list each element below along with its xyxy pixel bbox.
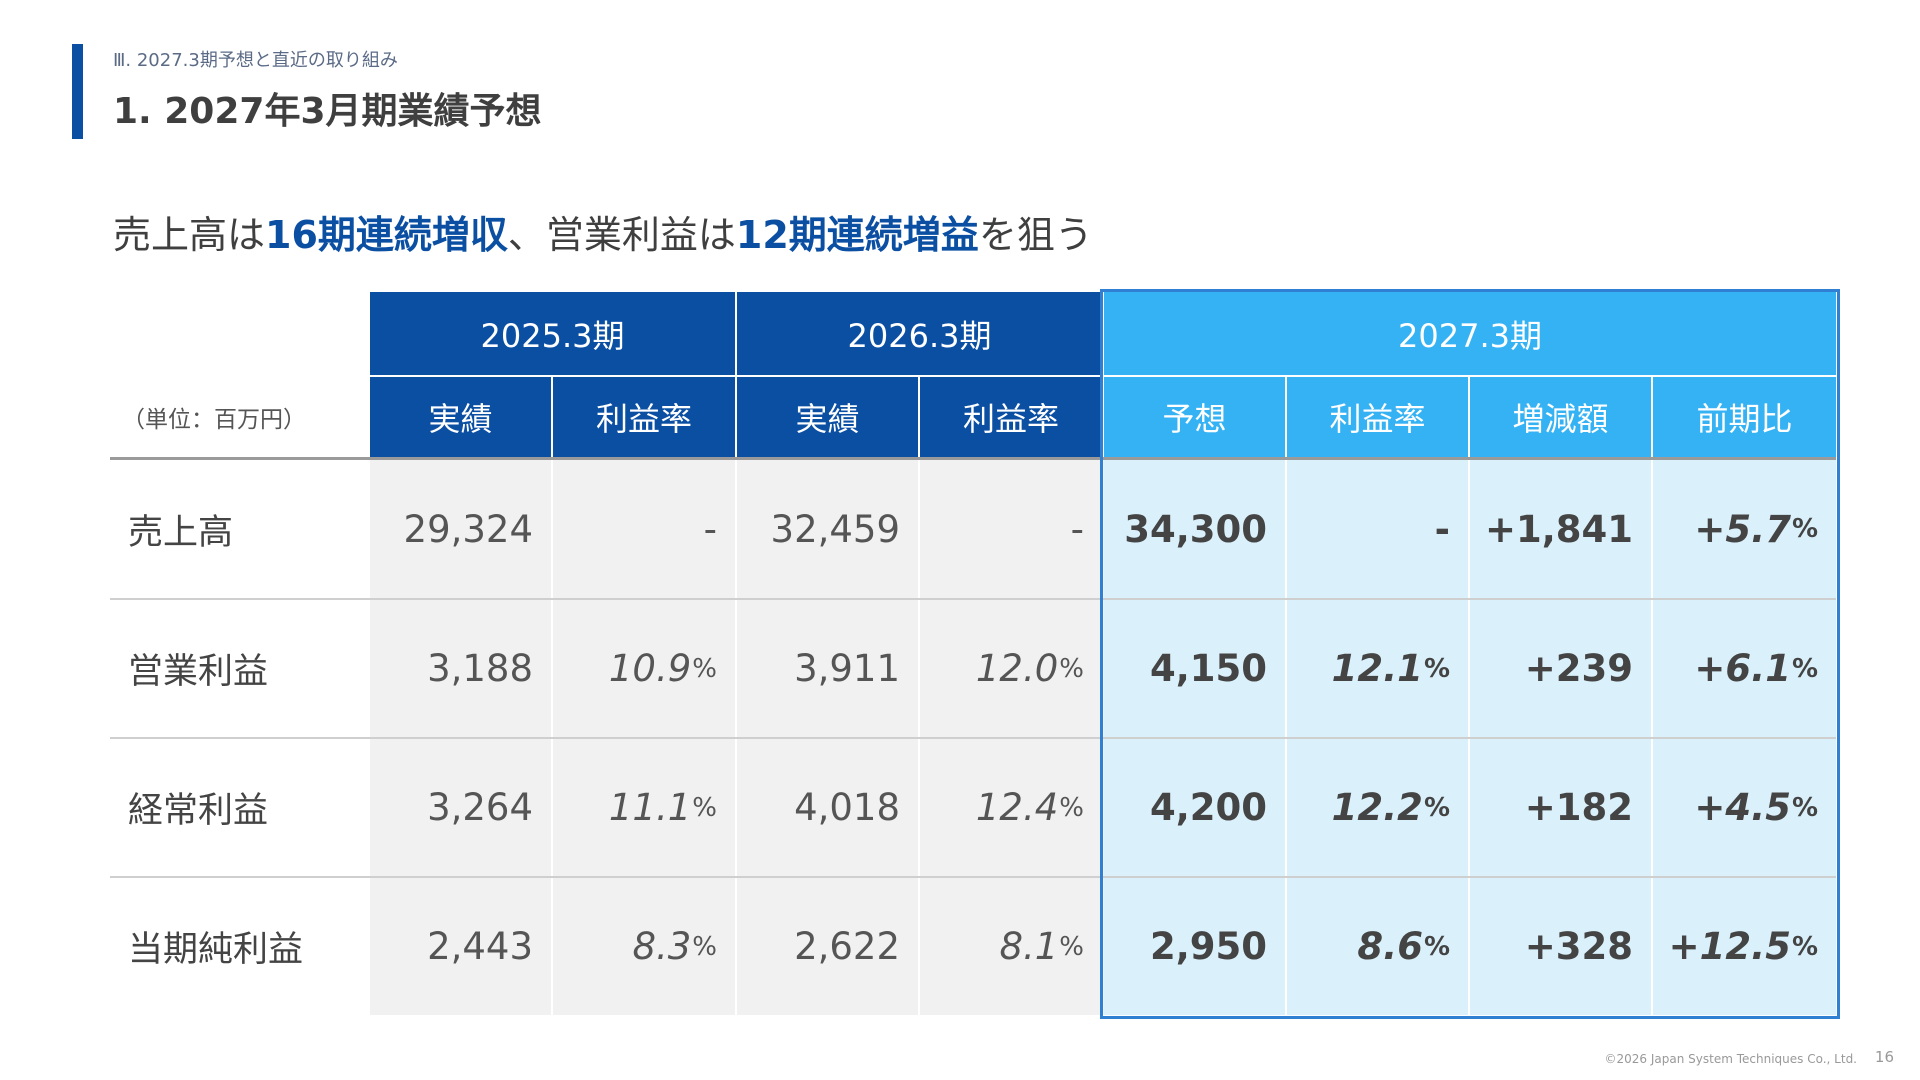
headline-emphasis-1: 16期連続増収: [265, 213, 508, 257]
subheader-margin-2025: 利益率: [553, 377, 735, 457]
row-label-operating-profit: 営業利益: [128, 652, 269, 692]
headline-text-2: 、営業利益は: [507, 213, 736, 257]
sales-2027-forecast: 34,300: [1124, 507, 1267, 551]
operating-profit-2026-actual: 3,911: [794, 647, 900, 690]
percent-sign: %: [692, 653, 717, 684]
subheader-actual-2025: 実績: [370, 377, 551, 457]
ordinary-profit-2027-margin-value: 12.2: [1331, 786, 1423, 829]
ordinary-profit-2025-margin-value: 11.1: [608, 786, 692, 829]
operating-profit-yoy-value: +6.1: [1694, 647, 1791, 690]
row-divider: [110, 737, 1836, 739]
subheader-margin-2027: 利益率: [1287, 377, 1468, 457]
percent-sign: %: [1791, 653, 1818, 684]
subheader-yoy: 前期比: [1653, 377, 1836, 457]
row-label-ordinary-profit: 経常利益: [128, 791, 269, 831]
sales-yoy-value: +5.7: [1694, 507, 1791, 551]
ordinary-profit-yoy-value: +4.5: [1694, 786, 1791, 829]
operating-profit-2027-margin-value: 12.1: [1331, 647, 1423, 690]
period-header-2025: 2025.3期: [370, 292, 735, 375]
sales-2026-actual: 32,459: [770, 507, 900, 551]
net-income-2026-margin-value: 8.1: [999, 925, 1059, 968]
percent-sign: %: [1423, 792, 1450, 823]
sales-2025-actual: 29,324: [403, 507, 533, 551]
operating-profit-2025-actual: 3,188: [427, 647, 533, 690]
section-subtitle: Ⅲ. 2027.3期予想と直近の取り組み: [113, 50, 398, 71]
net-income-2025-margin-value: 8.3: [632, 925, 692, 968]
operating-profit-2025-margin: 10.9%: [553, 600, 735, 737]
operating-profit-2026-margin: 12.0%: [920, 600, 1102, 737]
sales-2026-margin: -: [1070, 507, 1084, 551]
copyright: ©2026 Japan System Techniques Co., Ltd.: [1604, 1052, 1857, 1066]
net-income-yoy: +12.5%: [1653, 878, 1836, 1015]
percent-sign: %: [692, 931, 717, 962]
percent-sign: %: [1791, 792, 1818, 823]
headline-text-1: 売上高は: [113, 213, 266, 257]
percent-sign: %: [1423, 931, 1450, 962]
sales-change-amount: +1,841: [1484, 507, 1633, 551]
net-income-2027-margin-value: 8.6: [1357, 925, 1423, 968]
net-income-change-amount: +328: [1524, 925, 1633, 968]
page-number: 16: [1874, 1048, 1894, 1066]
ordinary-profit-yoy: +4.5%: [1653, 739, 1836, 876]
sales-yoy-percent-sign: %: [1791, 514, 1818, 544]
period-header-2027: 2027.3期: [1104, 292, 1836, 375]
net-income-2026-actual: 2,622: [794, 925, 900, 968]
subheader-margin-2026: 利益率: [920, 377, 1102, 457]
operating-profit-change-amount: +239: [1524, 647, 1633, 690]
sales-2025-margin: -: [703, 507, 717, 551]
ordinary-profit-2025-margin: 11.1%: [553, 739, 735, 876]
percent-sign: %: [1059, 792, 1084, 823]
percent-sign: %: [1423, 653, 1450, 684]
ordinary-profit-2027-forecast: 4,200: [1149, 786, 1267, 829]
headline-emphasis-2: 12期連続増益: [735, 213, 979, 257]
ordinary-profit-change-amount: +182: [1524, 786, 1633, 829]
section-accent-bar: [72, 44, 83, 139]
net-income-2026-margin: 8.1%: [920, 878, 1102, 1015]
header-bottom-rule: [110, 457, 1836, 460]
ordinary-profit-2027-margin: 12.2%: [1287, 739, 1468, 876]
sales-2027-margin: -: [1434, 507, 1450, 551]
percent-sign: %: [1059, 653, 1084, 684]
row-label-sales: 売上高: [128, 512, 234, 553]
net-income-2027-margin: 8.6%: [1287, 878, 1468, 1015]
unit-label: （単位：百万円）: [122, 407, 306, 433]
ordinary-profit-2026-margin: 12.4%: [920, 739, 1102, 876]
headline-text-3: を狙う: [978, 213, 1093, 257]
operating-profit-2026-margin-value: 12.0: [975, 647, 1059, 690]
row-divider: [110, 598, 1836, 600]
page-title: 1. 2027年3月期業績予想: [113, 91, 542, 132]
net-income-2025-margin: 8.3%: [553, 878, 735, 1015]
row-label-net-income: 当期純利益: [128, 930, 304, 970]
net-income-yoy-value: +12.5: [1668, 925, 1791, 968]
row-divider: [110, 876, 1836, 878]
headline: 売上高は16期連続増収、営業利益は12期連続増益を狙う: [113, 204, 1093, 259]
period-header-2026: 2026.3期: [737, 292, 1102, 375]
percent-sign: %: [692, 792, 717, 823]
net-income-2025-actual: 2,443: [427, 925, 533, 968]
net-income-2027-forecast: 2,950: [1149, 925, 1267, 968]
percent-sign: %: [1791, 931, 1818, 962]
percent-sign: %: [1059, 931, 1084, 962]
ordinary-profit-2026-actual: 4,018: [794, 786, 900, 829]
subheader-actual-2026: 実績: [737, 377, 918, 457]
operating-profit-2027-forecast: 4,150: [1149, 647, 1267, 690]
operating-profit-2025-margin-value: 10.9: [608, 647, 692, 690]
ordinary-profit-2026-margin-value: 12.4: [975, 786, 1059, 829]
subheader-forecast-2027: 予想: [1104, 377, 1285, 457]
sales-yoy: +5.7%: [1653, 460, 1836, 598]
operating-profit-yoy: +6.1%: [1653, 600, 1836, 737]
subheader-change-amount: 増減額: [1470, 377, 1651, 457]
operating-profit-2027-margin: 12.1%: [1287, 600, 1468, 737]
ordinary-profit-2025-actual: 3,264: [427, 786, 533, 829]
